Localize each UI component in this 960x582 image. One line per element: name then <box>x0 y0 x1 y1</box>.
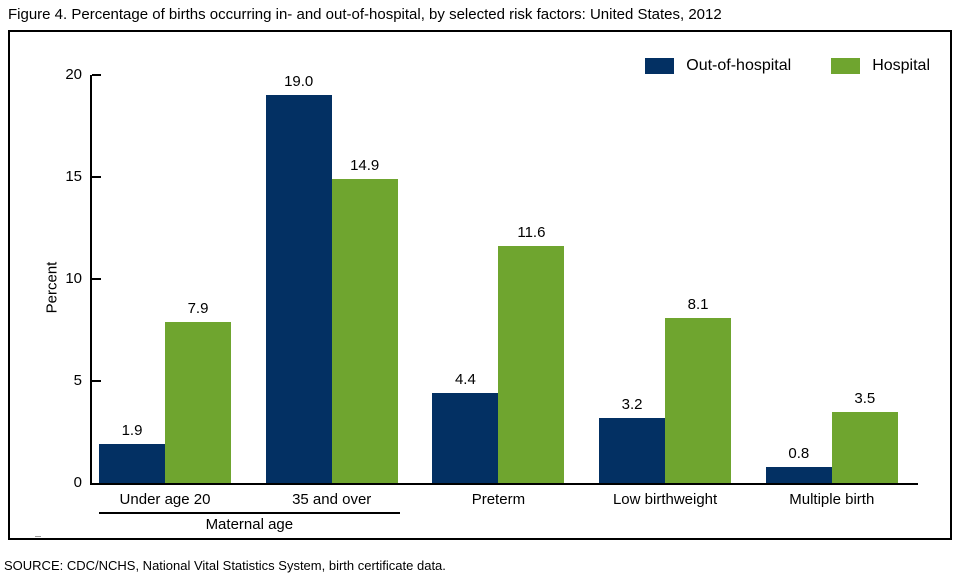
y-tick-label-0: 0 <box>73 474 82 491</box>
bar-value-out-of-hospital-35-and-over: 19.0 <box>284 73 314 91</box>
bar-hospital-preterm <box>498 246 565 483</box>
bar-value-hospital-low-birthweight: 8.1 <box>687 295 709 313</box>
y-tick-20 <box>92 74 101 76</box>
legend-swatch-out-of-hospital <box>645 58 675 74</box>
y-tick-label-5: 5 <box>73 372 82 389</box>
bar-value-hospital-35-and-over: 14.9 <box>350 157 380 175</box>
x-category-label-preterm: Preterm <box>471 491 526 508</box>
bar-hospital-multiple-birth <box>831 411 898 483</box>
bar-out-of-hospital-35-and-over <box>265 95 332 483</box>
legend-item-out-of-hospital: Out-of-hospital <box>645 57 791 75</box>
y-tick-label-10: 10 <box>65 270 82 287</box>
chart-frame: Out-of-hospital Hospital Percent 0 5 10 15 2… <box>8 30 952 540</box>
chart-legend: Out-of-hospital Hospital <box>645 57 930 75</box>
y-tick-10 <box>92 278 101 280</box>
x-category-label-under-age-20: Under age 20 <box>119 491 211 508</box>
bar-out-of-hospital-preterm <box>432 393 499 483</box>
bar-value-hospital-preterm: 11.6 <box>517 224 546 242</box>
x-category-label-multiple-birth: Multiple birth <box>789 491 875 508</box>
bar-hospital-low-birthweight <box>665 317 732 483</box>
bar-hospital-under-age-20 <box>165 321 231 483</box>
legend-label-out-of-hospital: Out-of-hospital <box>686 57 792 74</box>
y-tick-label-20: 20 <box>65 66 82 83</box>
stray-mark <box>35 536 41 537</box>
legend-label-hospital: Hospital <box>872 57 930 74</box>
x-category-label-35-and-over: 35 and over <box>292 491 372 508</box>
bar-out-of-hospital-under-age-20 <box>99 444 165 483</box>
legend-item-hospital: Hospital <box>831 57 930 75</box>
source-note: SOURCE: CDC/NCHS, National Vital Statist… <box>4 558 446 573</box>
bar-value-hospital-multiple-birth: 3.5 <box>854 389 876 407</box>
bar-out-of-hospital-low-birthweight <box>599 417 666 483</box>
bar-value-out-of-hospital-under-age-20: 1.9 <box>121 422 143 440</box>
maternal-age-group-label: Maternal age <box>205 516 294 533</box>
y-tick-label-15: 15 <box>65 168 82 185</box>
figure-title: Figure 4. Percentage of births occurring… <box>8 6 722 23</box>
y-axis-line <box>90 75 92 483</box>
plot-area: 0 5 10 15 20 1.9 7.9 Under age 20 19.0 14.9 35 and… <box>65 66 918 533</box>
y-tick-15 <box>92 176 101 178</box>
bar-hospital-35-and-over <box>331 179 398 483</box>
bar-value-out-of-hospital-multiple-birth: 0.8 <box>788 444 810 462</box>
maternal-age-underline <box>99 512 400 514</box>
y-tick-5 <box>92 380 101 382</box>
legend-swatch-hospital <box>831 58 861 74</box>
bar-value-hospital-under-age-20: 7.9 <box>187 299 209 317</box>
bar-value-out-of-hospital-preterm: 4.4 <box>454 371 476 389</box>
bar-out-of-hospital-multiple-birth <box>765 466 832 483</box>
x-category-label-low-birthweight: Low birthweight <box>612 491 718 508</box>
bar-value-out-of-hospital-low-birthweight: 3.2 <box>621 395 643 413</box>
x-axis-line <box>90 483 918 485</box>
